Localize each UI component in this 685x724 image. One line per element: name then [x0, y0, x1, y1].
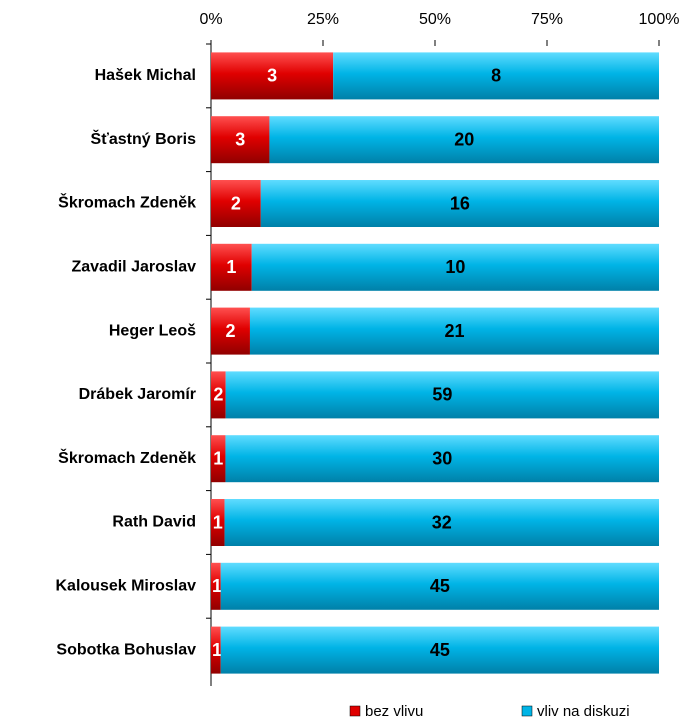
- data-label: 1: [226, 257, 236, 277]
- x-tick-label: 25%: [307, 11, 339, 28]
- category-label: Šťastný Boris: [91, 129, 197, 148]
- bar-segment: [211, 180, 261, 227]
- data-label: 10: [445, 257, 465, 277]
- x-tick-label: 100%: [639, 11, 680, 28]
- category-label: Heger Leoš: [109, 322, 196, 339]
- legend-swatch: [349, 705, 361, 717]
- data-label: 21: [444, 321, 464, 341]
- data-label: 30: [432, 448, 452, 468]
- data-label: 1: [212, 576, 222, 596]
- bar-segment: [333, 52, 659, 100]
- bar-segment: [260, 180, 659, 227]
- bar-segment: [224, 499, 660, 546]
- bar-segment: [220, 562, 659, 610]
- data-label: 20: [454, 129, 474, 149]
- category-label: Drábek Jaromír: [79, 386, 196, 403]
- data-label: 3: [235, 129, 245, 149]
- x-tick-label: 75%: [531, 11, 563, 28]
- bar-segment: [251, 243, 659, 291]
- category-label: Zavadil Jaroslav: [71, 259, 196, 276]
- bar-segment: [211, 435, 226, 483]
- bar-segment: [249, 307, 659, 355]
- data-label: 1: [213, 448, 223, 468]
- data-label: 8: [491, 66, 501, 86]
- data-label: 2: [231, 193, 241, 213]
- bar-segment: [225, 371, 659, 419]
- bar-segment: [211, 371, 226, 419]
- data-label: 45: [430, 576, 450, 596]
- category-label: Škromach Zdeněk: [58, 448, 196, 467]
- legend-label: vliv na diskuzi: [537, 703, 630, 720]
- bar-segment: [211, 562, 221, 610]
- legend-label: bez vlivu: [365, 703, 423, 720]
- bar-segment: [211, 307, 250, 355]
- data-label: 2: [225, 321, 235, 341]
- category-label: Sobotka Bohuslav: [56, 641, 196, 658]
- data-label: 16: [450, 193, 470, 213]
- bar-segment: [211, 52, 334, 100]
- legend-swatch: [521, 705, 533, 717]
- category-label: Hašek Michal: [95, 67, 196, 84]
- category-label: Škromach Zdeněk: [58, 193, 196, 212]
- data-label: 32: [432, 512, 452, 532]
- data-label: 1: [213, 512, 223, 532]
- category-label: Kalousek Miroslav: [56, 578, 197, 595]
- data-label: 1: [212, 640, 222, 660]
- data-label: 3: [267, 66, 277, 86]
- bar-segment: [211, 499, 225, 546]
- x-tick-label: 0%: [199, 11, 222, 28]
- bar-segment: [220, 626, 659, 674]
- bar-segment: [211, 626, 221, 674]
- data-label: 2: [213, 385, 223, 405]
- bar-segment: [225, 435, 660, 483]
- bar-segment: [269, 116, 659, 164]
- bar-segment: [211, 243, 252, 291]
- bar-segment: [211, 116, 270, 164]
- data-label: 45: [430, 640, 450, 660]
- data-label: 59: [432, 385, 452, 405]
- category-label: Rath David: [112, 514, 196, 531]
- x-tick-label: 50%: [419, 11, 451, 28]
